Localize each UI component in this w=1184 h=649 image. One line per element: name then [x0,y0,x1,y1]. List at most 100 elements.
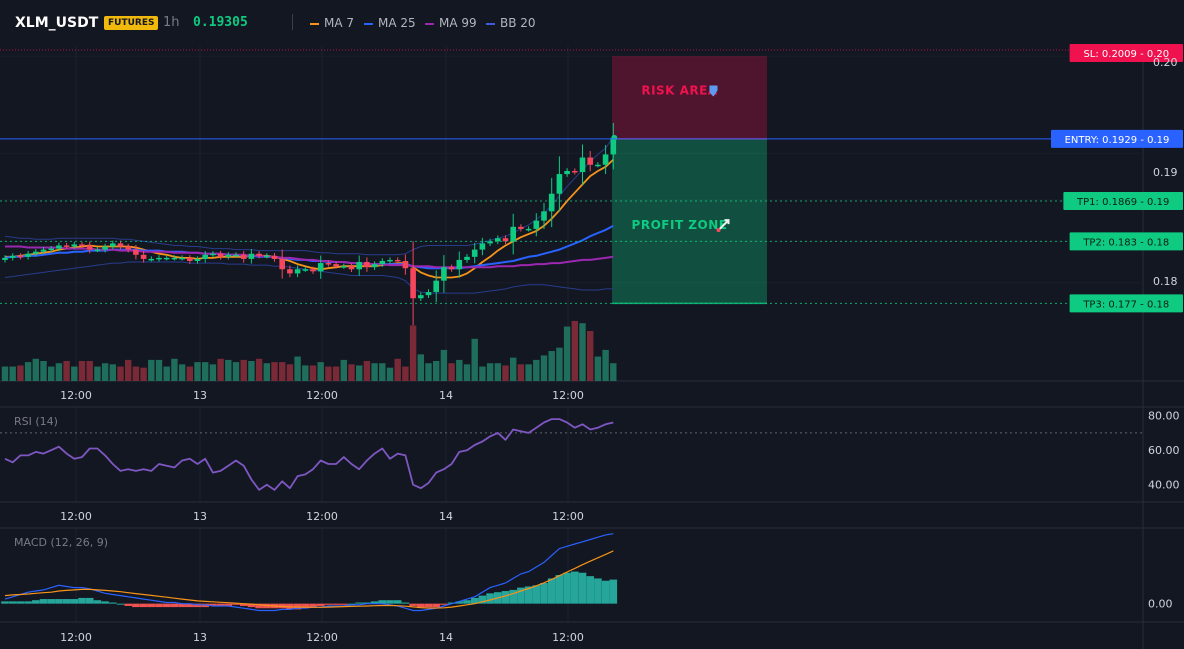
candle-body [302,269,309,271]
candle-body [40,249,47,252]
volume-bar [140,367,147,381]
legend-ma25[interactable]: MA 25 [364,15,416,31]
volume-bar [332,366,340,381]
macd-histogram-bar [393,600,402,604]
volume-bar [440,349,448,381]
macd-histogram-bar [116,603,125,605]
candle-body [418,295,424,299]
volume-bar [594,356,602,381]
macd-histogram-bar [432,603,440,608]
candle-body [63,245,70,247]
volume-bar [171,358,178,381]
volume-bar [232,362,240,381]
candle-body [240,254,247,259]
rsi-title: RSI (14) [14,415,58,428]
macd-histogram-bar [463,600,471,604]
time-tick-label: 12:00 [552,510,584,523]
volume-bar [186,366,193,381]
macd-histogram-bar [1,601,9,604]
candle-body [86,245,93,250]
volume-bar [325,366,332,381]
candle-body [572,170,578,173]
candle-body [264,255,270,258]
macd-histogram-bar [332,603,340,605]
candle-body [356,262,362,270]
volume-bar [86,361,93,381]
volume-bar [55,363,63,381]
macd-histogram-bar [216,603,225,606]
candle-body [133,249,139,255]
axis-layer: 0.19 0.18 0.20 12:00 13 12:00 14 12:00 12:00 13 12… [60,56,1177,644]
macd-histogram-bar [524,586,533,604]
macd-histogram-bar [470,597,479,604]
macd-histogram-bar [224,603,233,606]
legend-label: BB 20 [500,16,536,30]
profit-zone-label: PROFIT ZONE [632,218,728,232]
macd-histogram-bar [247,603,256,608]
candle-body [441,267,447,281]
volume-bar [610,363,617,381]
candle-body [587,157,593,165]
macd-histogram-bar [586,576,594,604]
volume-bar [409,325,417,381]
candle-body [364,262,370,268]
macd-histogram-bar [139,603,148,608]
volume-bar [32,358,39,381]
legend-swatch-bb20 [486,22,495,25]
candle-body [287,269,293,274]
candle-body [171,257,178,260]
level-tag-bg [1069,232,1183,251]
candle-body [456,259,463,270]
symbol-name[interactable]: XLM_USDT [15,15,99,31]
candle-body [595,164,601,167]
level-tag-label: TP3: 0.177 - 0.18 [1082,299,1169,310]
volume-bar [425,363,432,381]
volume-bar [217,358,224,381]
candle-body [518,226,524,229]
candle-body [379,260,386,265]
volume-bar [71,366,78,381]
candle-body [248,253,255,259]
macd-histogram-bar [132,603,140,608]
legend-ma7[interactable]: MA 7 [310,15,354,31]
macd-histogram-bar [424,603,433,608]
timeframe-label[interactable]: 1h [163,15,180,30]
legend-label: MA 99 [439,16,477,30]
volume-bar [63,361,70,381]
macd-histogram-bar [347,603,356,605]
macd-histogram-bar [309,603,317,608]
candle-body [525,228,532,231]
level-tag-tp: TP3: 0.177 - 0.18 [1069,294,1183,313]
legend-ma99[interactable]: MA 99 [425,15,477,31]
macd-histogram-bar [209,603,217,606]
volume-bar [556,347,563,381]
volume-bar [240,359,247,381]
volume-bar [263,363,270,381]
candles-layer [2,122,618,326]
legend-swatch-ma7 [310,22,319,25]
candle-body [179,257,185,260]
volume-bar [78,361,86,381]
legend-bb20[interactable]: BB 20 [486,15,536,31]
macd-histogram-bar [386,600,394,604]
last-price: 0.19305 [193,15,248,30]
volume-bar [548,351,555,381]
candle-body [217,253,224,257]
volume-bar [371,363,378,381]
volume-bar [602,349,609,381]
macd-histogram-bar [401,602,410,604]
macd-histogram-bar [147,603,156,608]
candle-body [294,269,301,274]
macd-histogram-bar [555,575,564,604]
volume-bar [109,364,116,381]
macd-histogram-bar [155,603,163,608]
level-tag-tp: TP1: 0.1869 - 0.19 [1063,191,1183,210]
volume-bar [17,365,24,381]
macd-histogram-bar [47,599,55,604]
candle-body [148,258,155,261]
candle-body [564,170,570,175]
level-tag-sl: SL: 0.2009 - 0.20 [1069,44,1183,62]
macd-histogram-bar [501,591,510,604]
candle-body [533,220,540,229]
